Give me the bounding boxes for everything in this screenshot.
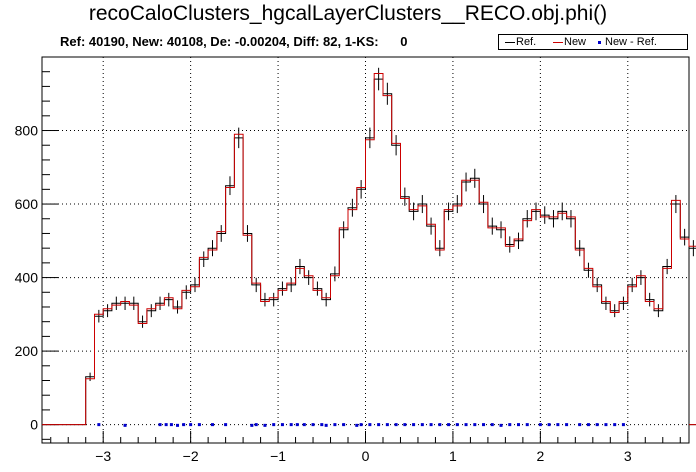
legend-label-diff: New - Ref. bbox=[605, 36, 657, 48]
series-diff-point bbox=[254, 423, 258, 427]
x-tick-label: 1 bbox=[449, 448, 457, 464]
legend-line-marker-new bbox=[553, 41, 563, 43]
chart-subtitle: Ref: 40190, New: 40108, De: -0.00204, Di… bbox=[60, 34, 408, 49]
x-tick-label: 2 bbox=[536, 448, 544, 464]
legend-entry-diff: New - Ref. bbox=[595, 36, 657, 50]
x-tick-label: 0 bbox=[362, 448, 370, 464]
series-diff-point bbox=[394, 423, 398, 427]
legend-entry-ref: Ref. bbox=[505, 36, 536, 50]
series-diff-point bbox=[565, 423, 569, 427]
series-diff-point bbox=[342, 423, 346, 427]
series-diff-point bbox=[280, 423, 284, 427]
series-diff-point bbox=[250, 423, 254, 427]
series-diff-point bbox=[517, 423, 521, 427]
x-tick-label: −2 bbox=[183, 448, 199, 464]
legend-entry-new: New bbox=[553, 36, 586, 50]
legend: Ref. New New - Ref. bbox=[498, 34, 688, 50]
series-diff-point bbox=[412, 423, 416, 427]
series-diff-point bbox=[525, 423, 529, 427]
legend-line-marker-ref bbox=[505, 41, 515, 43]
series-diff-point bbox=[455, 423, 459, 427]
series-diff-point bbox=[311, 423, 315, 427]
series-diff-point bbox=[169, 423, 173, 427]
series-diff-point bbox=[604, 423, 608, 427]
series-new-line bbox=[42, 73, 696, 426]
x-tick-label: 3 bbox=[624, 448, 632, 464]
series-diff-point bbox=[621, 423, 625, 427]
series-diff-point bbox=[158, 423, 162, 427]
series-diff-point bbox=[429, 423, 433, 427]
series-diff-point bbox=[538, 423, 542, 427]
series-diff-point bbox=[164, 423, 168, 427]
series-diff-point bbox=[508, 423, 512, 427]
legend-label-new: New bbox=[564, 36, 587, 48]
series-diff-point bbox=[482, 423, 486, 427]
x-tick-label: −1 bbox=[270, 448, 286, 464]
series-diff-point bbox=[272, 423, 276, 427]
series-diff-point bbox=[499, 423, 503, 427]
legend-label-ref: Ref. bbox=[516, 36, 537, 48]
series-diff-point bbox=[320, 423, 324, 427]
y-tick-label: 400 bbox=[15, 270, 39, 286]
x-tick-label: −3 bbox=[95, 448, 111, 464]
series-diff-point bbox=[210, 423, 214, 427]
series-diff-point bbox=[578, 423, 582, 427]
series-diff-point bbox=[224, 423, 228, 427]
series-diff-point bbox=[420, 423, 424, 427]
series-ref-line bbox=[42, 78, 696, 426]
series-diff-point bbox=[613, 423, 617, 427]
y-tick-label: 0 bbox=[30, 417, 38, 433]
series-diff-point bbox=[490, 423, 494, 427]
series-diff-point bbox=[385, 423, 389, 427]
series-diff-point bbox=[438, 423, 442, 427]
series-diff-point bbox=[197, 423, 201, 427]
series-diff-point bbox=[377, 423, 381, 427]
series-diff-point bbox=[473, 423, 477, 427]
series-diff-point bbox=[403, 423, 407, 427]
series-diff-point bbox=[556, 423, 560, 427]
chart-title: recoCaloClusters_hgcalLayerClusters__REC… bbox=[88, 2, 608, 25]
series-diff-point bbox=[595, 423, 599, 427]
y-tick-label: 600 bbox=[15, 196, 39, 212]
series-diff-point bbox=[355, 423, 359, 427]
y-tick-label: 800 bbox=[15, 123, 39, 139]
series-diff-point bbox=[263, 423, 267, 427]
series-diff-point bbox=[447, 423, 451, 427]
series-diff-point bbox=[123, 423, 127, 427]
series-diff-point bbox=[182, 423, 186, 427]
series-diff-point bbox=[368, 423, 372, 427]
series-diff-point bbox=[547, 423, 551, 427]
series-diff-point bbox=[176, 423, 180, 427]
series-diff-point bbox=[333, 423, 337, 427]
series-diff-point bbox=[302, 423, 306, 427]
y-tick-label: 200 bbox=[15, 343, 39, 359]
series-diff-point bbox=[97, 423, 101, 427]
legend-dot-marker-diff bbox=[598, 40, 601, 44]
series-diff-point bbox=[295, 423, 299, 427]
series-diff-point bbox=[289, 423, 293, 427]
series-diff-point bbox=[324, 423, 328, 427]
series-diff-point bbox=[189, 423, 193, 427]
series-diff-point bbox=[359, 423, 363, 427]
series-diff-point bbox=[586, 423, 590, 427]
series-diff-point bbox=[464, 423, 468, 427]
